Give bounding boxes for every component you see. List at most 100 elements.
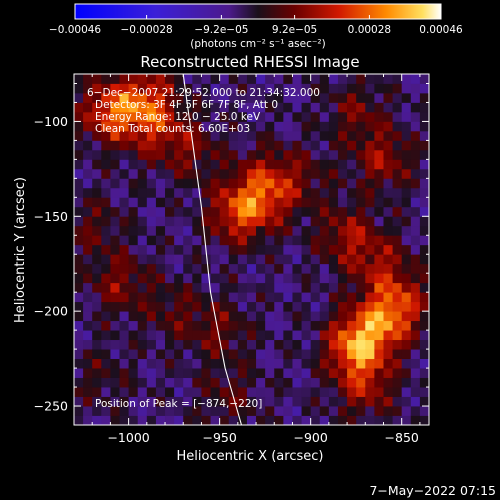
- heatmap-cell: [183, 292, 193, 303]
- heatmap-cell: [119, 130, 130, 141]
- heatmap-cell: [392, 377, 403, 388]
- heatmap-cell: [110, 149, 120, 160]
- heatmap-cell: [274, 320, 284, 331]
- heatmap-cell: [383, 149, 393, 160]
- heatmap-cell: [101, 187, 111, 198]
- heatmap-cell: [165, 102, 175, 113]
- heatmap-cell: [174, 130, 184, 141]
- heatmap-cell: [183, 349, 193, 359]
- heatmap-cell: [310, 74, 321, 84]
- heatmap-cell: [356, 244, 366, 255]
- heatmap-cell: [265, 225, 275, 236]
- heatmap-cell: [128, 311, 139, 322]
- heatmap-cell: [419, 358, 429, 369]
- heatmap-cell: [201, 415, 211, 425]
- heatmap-cell: [74, 178, 84, 189]
- heatmap-cell: [137, 358, 148, 369]
- heatmap-cell: [83, 92, 93, 103]
- heatmap-cell: [337, 178, 348, 189]
- heatmap-cell: [265, 121, 275, 132]
- heatmap-cell: [319, 121, 330, 132]
- heatmap-cell: [201, 74, 211, 84]
- heatmap-cell: [165, 83, 175, 94]
- heatmap-cell: [146, 406, 157, 416]
- heatmap-cell: [101, 349, 111, 359]
- heatmap-cell: [165, 235, 175, 246]
- heatmap-cell: [201, 377, 211, 388]
- heatmap-cell: [410, 187, 421, 198]
- heatmap-cell: [137, 415, 148, 425]
- heatmap-cell: [337, 358, 348, 369]
- heatmap-cell: [174, 406, 184, 416]
- heatmap-cell: [155, 168, 166, 179]
- heatmap-cell: [128, 387, 139, 397]
- heatmap-cell: [155, 254, 166, 265]
- heatmap-cell: [119, 121, 130, 132]
- heatmap-cell: [210, 121, 221, 132]
- heatmap-cell: [265, 244, 275, 255]
- heatmap-cell: [92, 358, 102, 369]
- heatmap-cell: [137, 197, 148, 208]
- heatmap-cell: [365, 415, 375, 425]
- heatmap-cell: [347, 74, 357, 84]
- heatmap-cell: [256, 159, 266, 170]
- heatmap-cell: [328, 387, 339, 397]
- heatmap-cell: [274, 415, 284, 425]
- heatmap-cell: [328, 168, 339, 179]
- heatmap-cell: [165, 415, 175, 425]
- heatmap-cell: [265, 187, 275, 198]
- heatmap-cell: [146, 111, 157, 122]
- heatmap-cell: [192, 292, 202, 303]
- heatmap-cell: [256, 83, 266, 94]
- heatmap-cell: [110, 406, 120, 416]
- heatmap-cell: [392, 387, 403, 397]
- heatmap-cell: [83, 320, 93, 331]
- heatmap-cell: [374, 130, 384, 141]
- heatmap-cell: [274, 206, 284, 217]
- heatmap-cell: [419, 292, 429, 303]
- heatmap-cell: [265, 216, 275, 227]
- heatmap-cell: [319, 339, 330, 350]
- heatmap-cell: [146, 396, 157, 407]
- heatmap-cell: [374, 387, 384, 397]
- heatmap-cell: [310, 320, 321, 331]
- heatmap-cell: [228, 140, 239, 151]
- heatmap-cell: [328, 235, 339, 246]
- heatmap-cell: [183, 111, 193, 122]
- heatmap-cell: [356, 349, 366, 359]
- heatmap-cell: [319, 387, 330, 397]
- heatmap-cell: [201, 197, 211, 208]
- heatmap-cell: [246, 244, 257, 255]
- heatmap-cell: [101, 339, 111, 350]
- heatmap-cell: [92, 197, 102, 208]
- heatmap-cell: [365, 140, 375, 151]
- heatmap-cell: [365, 330, 375, 341]
- heatmap-cell: [128, 282, 139, 293]
- heatmap-cell: [237, 387, 248, 397]
- heatmap-cell: [210, 149, 221, 160]
- heatmap-cell: [219, 102, 230, 113]
- heatmap-cell: [101, 140, 111, 151]
- heatmap-cell: [383, 168, 393, 179]
- heatmap-cell: [419, 92, 429, 103]
- heatmap-cell: [274, 254, 284, 265]
- heatmap-cell: [419, 387, 429, 397]
- heatmap-cell: [237, 149, 248, 160]
- heatmap-cell: [174, 216, 184, 227]
- heatmap-cell: [110, 311, 120, 322]
- heatmap-cell: [256, 102, 266, 113]
- heatmap-cell: [274, 92, 284, 103]
- heatmap-cell: [219, 368, 230, 378]
- heatmap-cell: [128, 320, 139, 331]
- heatmap-cell: [401, 178, 412, 189]
- heatmap-cell: [83, 330, 93, 341]
- heatmap-cell: [237, 292, 248, 303]
- heatmap-cell: [256, 292, 266, 303]
- heatmap-cell: [74, 311, 84, 322]
- heatmap-cell: [301, 311, 312, 322]
- annotation-time: 6−Dec−2007 21:29:52.000 to 21:34:32.000: [87, 87, 320, 99]
- heatmap-cell: [192, 406, 202, 416]
- heatmap-cell: [201, 225, 211, 236]
- heatmap-cell: [265, 235, 275, 246]
- heatmap-cell: [337, 111, 348, 122]
